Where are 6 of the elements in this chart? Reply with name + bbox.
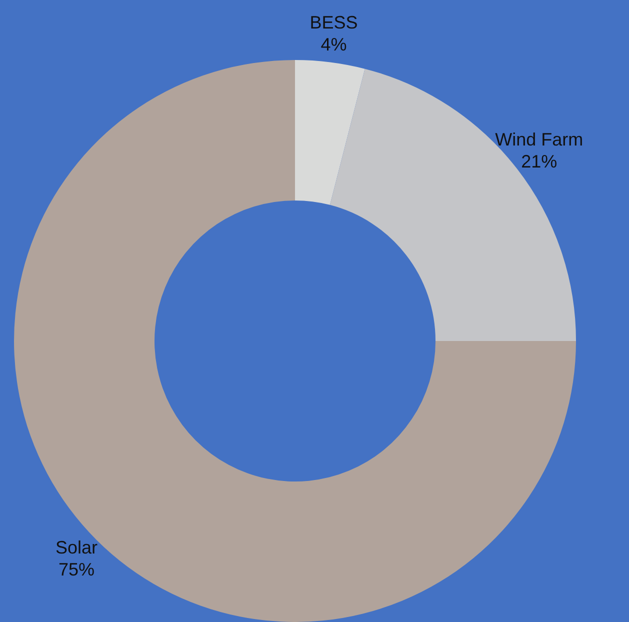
data-label: 75%: [58, 559, 95, 580]
data-label: 21%: [521, 152, 558, 172]
slice-label: Solar: [55, 537, 98, 558]
slice-label: Wind Farm: [495, 130, 584, 150]
slice-label: BESS: [310, 12, 358, 32]
data-label: 4%: [320, 34, 347, 54]
